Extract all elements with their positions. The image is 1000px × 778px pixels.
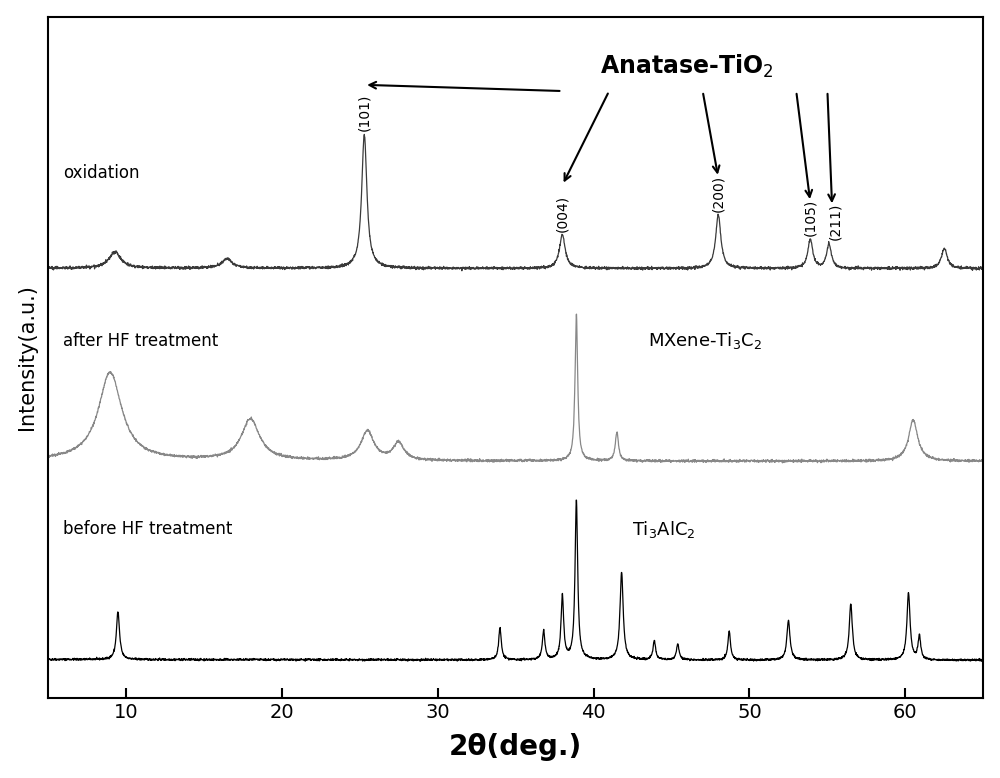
Text: Ti$_3$AlC$_2$: Ti$_3$AlC$_2$ bbox=[632, 519, 696, 540]
Y-axis label: Intensity(a.u.): Intensity(a.u.) bbox=[17, 285, 37, 430]
Text: MXene-Ti$_3$C$_2$: MXene-Ti$_3$C$_2$ bbox=[648, 331, 762, 352]
Text: before HF treatment: before HF treatment bbox=[63, 520, 233, 538]
Text: (105): (105) bbox=[803, 199, 817, 236]
Text: (211): (211) bbox=[828, 203, 842, 240]
Text: (200): (200) bbox=[711, 174, 725, 212]
Text: (004): (004) bbox=[555, 194, 569, 232]
X-axis label: 2θ(deg.): 2θ(deg.) bbox=[449, 734, 582, 762]
Text: after HF treatment: after HF treatment bbox=[63, 332, 219, 350]
Text: oxidation: oxidation bbox=[63, 163, 140, 181]
Text: Anatase-TiO$_2$: Anatase-TiO$_2$ bbox=[600, 53, 774, 80]
Text: (101): (101) bbox=[357, 94, 371, 131]
